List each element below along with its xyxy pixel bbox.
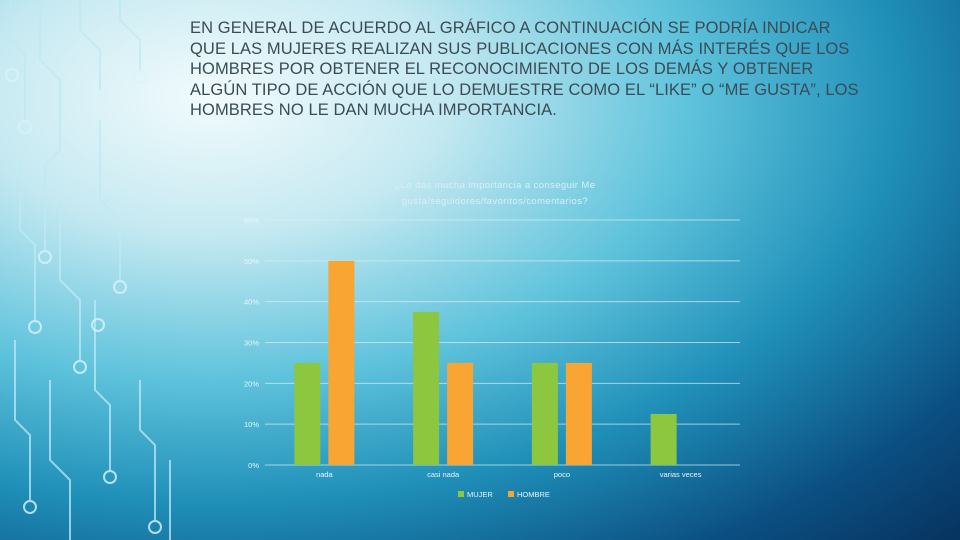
legend-label-mujer: MUJER xyxy=(467,490,493,499)
bar-mujer xyxy=(294,362,321,465)
y-tick-label: 50% xyxy=(244,257,259,266)
bar-hombre xyxy=(328,260,355,465)
x-tick-label: poco xyxy=(554,470,570,479)
bar-mujer xyxy=(413,311,440,465)
y-tick-label: 40% xyxy=(244,298,259,307)
y-tick-label: 0% xyxy=(248,461,259,470)
legend-swatch-mujer xyxy=(458,491,464,497)
y-tick-label: 30% xyxy=(244,339,259,348)
bar-mujer xyxy=(531,362,558,465)
legend-swatch-hombre xyxy=(508,491,514,497)
bar-hombre xyxy=(565,362,592,465)
bar-hombre xyxy=(447,362,474,465)
y-tick-label: 60% xyxy=(244,216,259,225)
chart-title: ¿Le das mucha importancia a conseguir Me… xyxy=(394,180,596,207)
y-tick-label: 20% xyxy=(244,379,259,388)
circuit-decoration xyxy=(5,0,171,540)
x-tick-label: varias veces xyxy=(660,470,702,479)
x-tick-label: nada xyxy=(316,470,334,479)
x-tick-label: casi nada xyxy=(427,470,460,479)
bar-mujer xyxy=(650,413,677,465)
slide-text: EN GENERAL DE ACUERDO AL GRÁFICO A CONTI… xyxy=(190,19,859,119)
y-tick-label: 10% xyxy=(244,420,259,429)
legend-label-hombre: HOMBRE xyxy=(517,490,550,499)
